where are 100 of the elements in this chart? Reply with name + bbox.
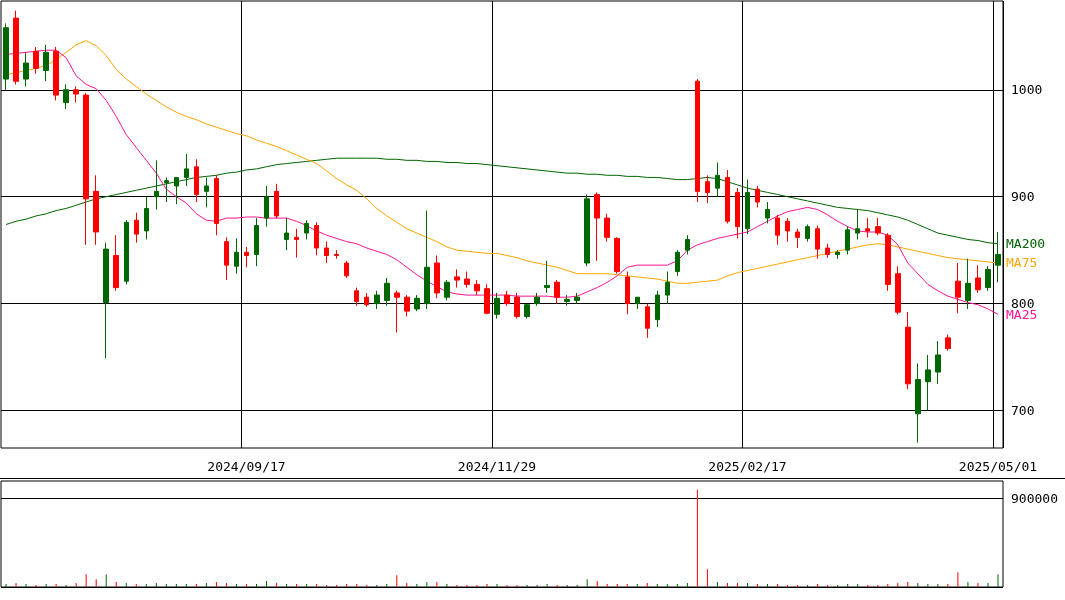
- x-tick-label: 2024/09/17: [207, 459, 286, 474]
- candlestick: [63, 83, 69, 110]
- candlestick: [564, 294, 570, 307]
- candlestick: [785, 217, 790, 243]
- x-tick-label: 2025/05/01: [958, 459, 1038, 474]
- y-tick-label: 1000: [1011, 82, 1043, 98]
- candlestick: [665, 271, 670, 305]
- candlestick: [685, 234, 690, 255]
- candlestick: [985, 265, 991, 292]
- candlestick: [224, 236, 229, 281]
- candlestick: [795, 228, 800, 249]
- candlestick: [334, 249, 339, 260]
- candlestick: [584, 194, 590, 267]
- candlestick: [604, 213, 610, 243]
- candlestick: [855, 209, 860, 240]
- y-tick-label: 700: [1011, 403, 1035, 419]
- candlestick: [134, 212, 139, 244]
- candlestick: [735, 187, 740, 239]
- candlestick: [484, 283, 490, 315]
- candlestick: [284, 217, 289, 251]
- candlestick: [103, 242, 109, 359]
- candlestick: [434, 255, 440, 299]
- candlestick: [675, 249, 680, 277]
- candlestick: [374, 290, 380, 310]
- candlestick: [945, 334, 951, 352]
- candlestick: [3, 22, 9, 91]
- x-tick-label: 2025/02/17: [708, 459, 787, 474]
- candlestick: [214, 174, 219, 236]
- candlestick: [324, 241, 329, 264]
- candlestick: [204, 176, 209, 208]
- series-label: MA75: [1005, 255, 1038, 271]
- candlestick: [234, 237, 239, 275]
- candlestick: [705, 174, 710, 204]
- candlestick: [93, 174, 99, 246]
- candlestick: [805, 224, 810, 243]
- candlestick: [194, 158, 199, 203]
- candlestick: [444, 279, 450, 301]
- candlestick: [404, 294, 410, 317]
- candlestick: [645, 303, 650, 339]
- candlestick: [53, 46, 59, 101]
- candlestick: [594, 191, 600, 262]
- candlestick: [474, 279, 480, 296]
- candlestick: [424, 210, 430, 310]
- candlestick: [935, 340, 941, 385]
- candlestick: [164, 176, 169, 203]
- candlestick: [554, 279, 560, 305]
- candlestick: [885, 232, 891, 292]
- candlestick: [895, 265, 901, 315]
- candlestick: [354, 287, 359, 307]
- candlestick: [574, 292, 580, 305]
- candlestick: [364, 292, 369, 308]
- candlestick: [835, 249, 840, 260]
- candlestick: [614, 236, 620, 275]
- candlestick: [504, 290, 510, 307]
- candlestick: [534, 292, 540, 307]
- candlestick: [174, 176, 179, 205]
- candlestick: [113, 234, 119, 292]
- candlestick: [264, 185, 269, 228]
- candlestick: [454, 268, 460, 289]
- candlestick: [635, 296, 640, 310]
- candlestick: [925, 354, 931, 412]
- candlestick: [514, 292, 520, 320]
- candlestick: [73, 86, 79, 104]
- candlestick: [905, 311, 911, 390]
- candlestick: [464, 271, 470, 289]
- candlestick: [384, 277, 390, 307]
- candlestick: [845, 226, 850, 255]
- candlestick: [43, 44, 49, 82]
- candlestick: [775, 214, 780, 246]
- candlestick: [715, 161, 720, 198]
- candlestick: [695, 78, 700, 203]
- candlestick: [344, 260, 349, 279]
- candlestick: [314, 221, 319, 257]
- candlestick: [825, 243, 830, 259]
- y-tick-label: 900: [1011, 189, 1035, 205]
- candlestick: [414, 294, 420, 312]
- candlestick: [254, 217, 259, 267]
- candlestick: [865, 217, 870, 238]
- series-label: MA200: [1005, 236, 1046, 252]
- candlestick: [965, 258, 971, 310]
- candlestick: [294, 228, 299, 259]
- candlestick: [815, 225, 820, 260]
- candlestick: [655, 290, 660, 328]
- candlestick: [955, 262, 961, 314]
- candlestick: [144, 196, 149, 240]
- y-tick-label: 900000: [1011, 491, 1058, 507]
- candlestick: [13, 10, 19, 85]
- candlestick: [304, 219, 309, 240]
- candlestick: [875, 217, 881, 236]
- candlestick: [23, 51, 29, 88]
- candlestick: [33, 46, 39, 75]
- x-tick-label: 2024/11/29: [457, 459, 537, 474]
- candlestick: [975, 264, 981, 294]
- candlestick: [915, 363, 921, 444]
- candlestick: [625, 271, 630, 315]
- candlestick: [524, 303, 530, 320]
- candlestick: [244, 246, 249, 268]
- candlestick: [274, 183, 279, 219]
- candlestick: [755, 185, 760, 208]
- candlestick: [725, 169, 730, 224]
